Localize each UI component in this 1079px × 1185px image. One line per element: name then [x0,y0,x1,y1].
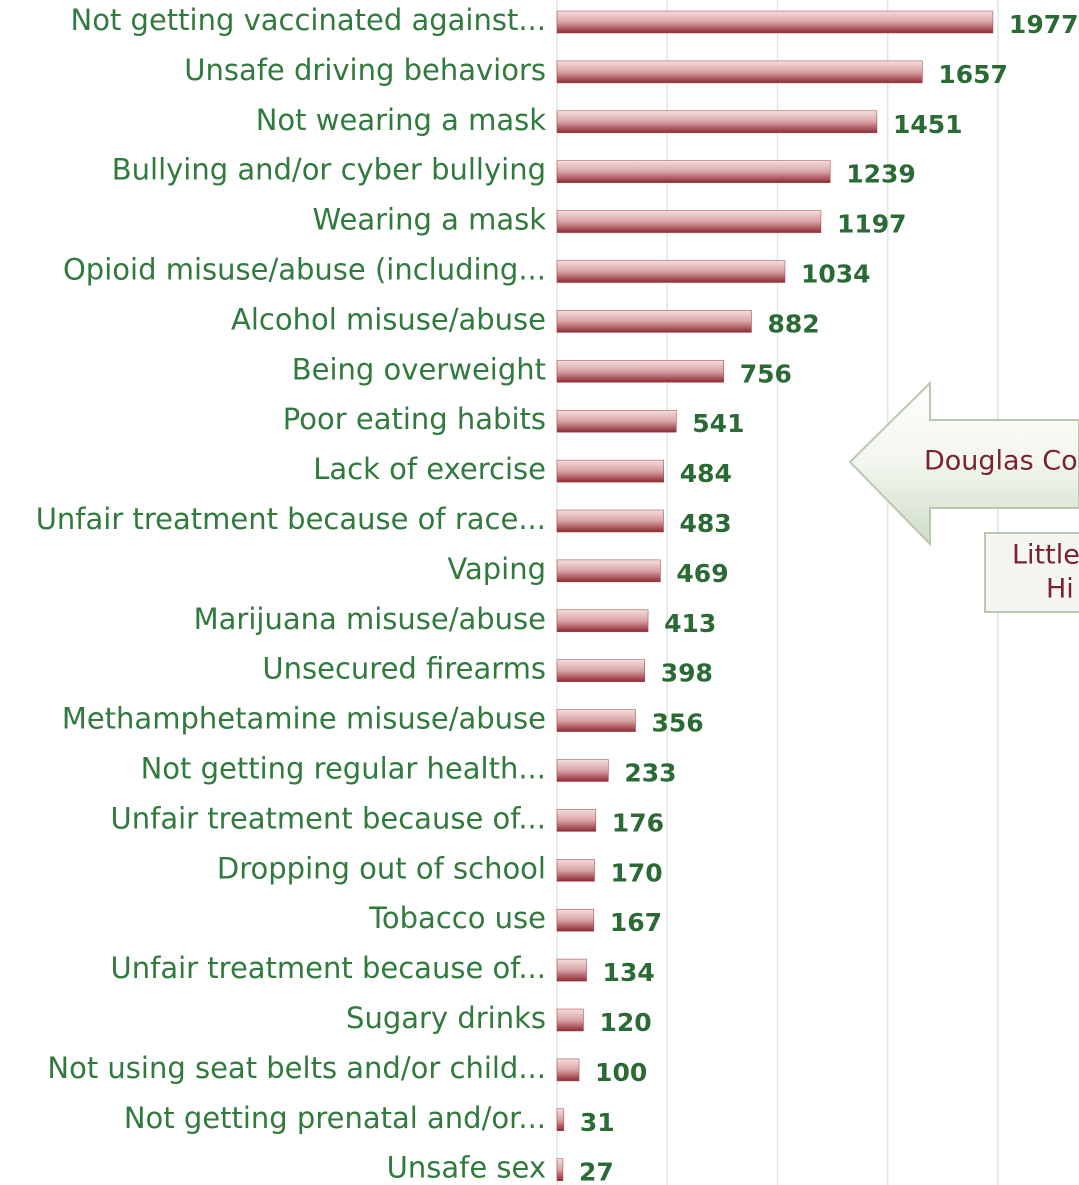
category-label: Bullying and/or cyber bullying [112,153,546,187]
value-label: 1034 [801,260,871,289]
category-label: Unfair treatment because of... [111,801,547,835]
bar [556,809,597,832]
bar [556,260,786,283]
category-label: Unsafe driving behaviors [184,53,546,87]
category-label: Unsecured firearms [262,652,546,686]
callout-box [984,532,1079,613]
value-label: 1657 [938,60,1008,89]
annotation: Hi [1046,574,1074,605]
value-label: 1197 [837,210,907,239]
bar [556,908,595,932]
bar [556,759,609,782]
category-label: Sugary drinks [346,1001,546,1035]
bar [556,409,677,433]
category-label: Poor eating habits [283,402,546,436]
bar [556,1108,565,1132]
bar [556,210,822,233]
value-label: 756 [740,359,792,388]
bar [556,160,831,183]
value-label: 233 [624,759,676,788]
category-label: Opioid misuse/abuse (including... [63,253,546,287]
value-label: 413 [664,609,716,638]
category-label: Not getting vaccinated against... [71,3,546,37]
category-label: Not wearing a mask [256,103,546,137]
bar [556,609,649,633]
bar [556,559,661,583]
value-label: 1451 [893,110,963,139]
annotation: Little [1012,540,1079,571]
value-label: 483 [680,509,732,538]
callout-arrow [848,380,1079,547]
bar [556,310,752,333]
category-label: Not using seat belts and/or child... [47,1051,546,1085]
annotation: Douglas Co [924,446,1078,477]
category-label: Wearing a mask [313,203,547,237]
value-label: 27 [579,1158,614,1185]
bar [556,360,724,383]
value-label: 541 [692,409,744,438]
value-label: 176 [612,808,664,837]
category-label: Tobacco use [368,901,546,935]
value-label: 469 [676,559,728,588]
value-label: 882 [767,309,819,338]
bar [556,60,923,84]
value-label: 120 [599,1008,651,1037]
category-label: Unfair treatment because of race... [36,502,546,536]
category-label: Lack of exercise [313,452,546,486]
value-label: 100 [595,1058,647,1087]
value-label: 167 [610,908,662,937]
category-label: Marijuana misuse/abuse [194,602,546,636]
category-label: Not getting prenatal and/or... [124,1101,546,1135]
value-label: 1977 [1009,10,1079,39]
value-label: 170 [610,858,662,887]
bar [556,459,664,483]
value-label: 484 [680,459,732,488]
value-label: 1239 [846,160,916,189]
value-label: 31 [580,1108,615,1137]
category-label: Alcohol misuse/abuse [231,302,546,336]
bar [556,659,646,682]
bar [556,10,994,34]
category-label: Dropping out of school [217,851,546,885]
value-label: 398 [661,659,713,688]
category-label: Methamphetamine misuse/abuse [62,702,546,736]
category-label: Being overweight [292,352,546,386]
value-label: 134 [603,958,655,987]
bar [556,1058,580,1082]
bar [556,1158,564,1181]
category-label: Unsafe sex [387,1151,546,1185]
bar [556,958,587,982]
bar [556,709,636,732]
bar [556,110,878,134]
category-label: Not getting regular health... [141,752,546,786]
bar [556,859,595,882]
bar [556,1008,584,1032]
bar [556,509,664,533]
category-label: Unfair treatment because of... [111,951,547,985]
value-label: 356 [651,709,703,738]
category-label: Vaping [447,552,546,586]
